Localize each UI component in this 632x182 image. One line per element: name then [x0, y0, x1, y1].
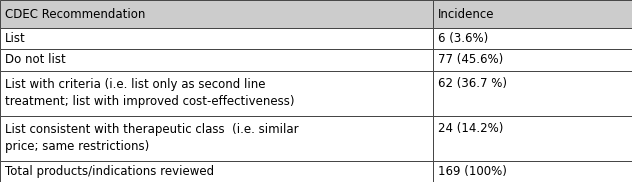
- Text: 77 (45.6%): 77 (45.6%): [438, 54, 503, 66]
- Bar: [0, 71, 433, 116]
- Bar: [0, 49, 433, 71]
- Text: Total products/indications reviewed: Total products/indications reviewed: [5, 165, 214, 178]
- Bar: [433, 71, 632, 116]
- Bar: [433, 0, 632, 28]
- Bar: [0, 161, 433, 182]
- Bar: [433, 28, 632, 49]
- Text: 169 (100%): 169 (100%): [438, 165, 507, 178]
- Text: List consistent with therapeutic class  (i.e. similar
price; same restrictions): List consistent with therapeutic class (…: [5, 123, 299, 153]
- Bar: [433, 116, 632, 161]
- Bar: [0, 0, 433, 28]
- Bar: [433, 49, 632, 71]
- Bar: [0, 116, 433, 161]
- Text: CDEC Recommendation: CDEC Recommendation: [5, 8, 145, 21]
- Text: List: List: [5, 32, 26, 45]
- Text: Incidence: Incidence: [438, 8, 494, 21]
- Bar: [0, 28, 433, 49]
- Text: 62 (36.7 %): 62 (36.7 %): [438, 77, 507, 90]
- Text: Do not list: Do not list: [5, 54, 66, 66]
- Text: List with criteria (i.e. list only as second line
treatment; list with improved : List with criteria (i.e. list only as se…: [5, 78, 295, 108]
- Text: 24 (14.2%): 24 (14.2%): [438, 122, 503, 135]
- Bar: [433, 161, 632, 182]
- Text: 6 (3.6%): 6 (3.6%): [438, 32, 489, 45]
